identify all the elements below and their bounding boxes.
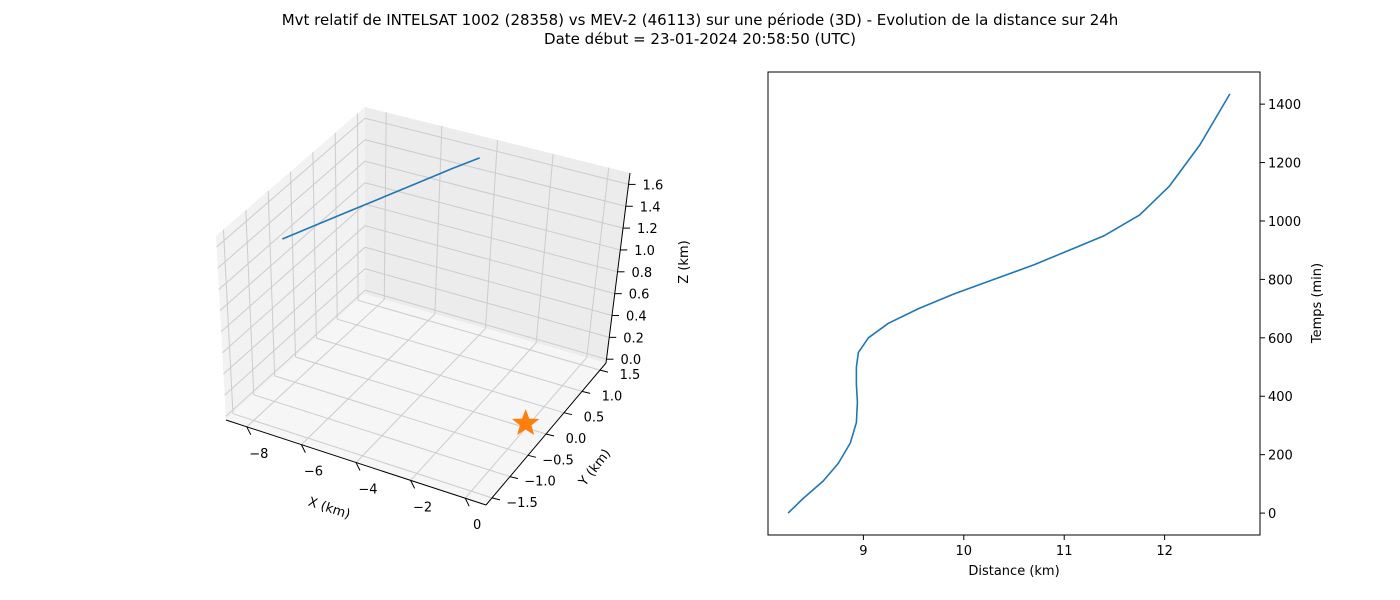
z-tick-label: 0.8 [632, 266, 653, 281]
y-tick-label: 1.0 [602, 389, 623, 404]
x-tick [464, 497, 470, 507]
z-tick-label: 1.4 [640, 200, 661, 215]
chart-subtitle: Date début = 23-01-2024 20:58:50 (UTC) [544, 30, 856, 48]
z-axis-line [605, 172, 631, 364]
grid-z-back [364, 289, 607, 360]
grid-y-left [267, 190, 276, 376]
x-tick [355, 462, 361, 471]
y-tick-label: 1200 [1268, 157, 1301, 172]
grid-z-left [219, 182, 366, 311]
grid-z-left [217, 139, 366, 269]
grid-y-floor [274, 375, 529, 456]
z-tick-label: 0.4 [626, 310, 647, 325]
grid-z-left [218, 160, 366, 290]
grid-y-floor [357, 299, 601, 371]
grid-z-back [364, 139, 626, 207]
grid-z-left [222, 225, 366, 354]
y-tick-label: 1000 [1268, 215, 1301, 230]
pane-left [216, 107, 365, 420]
y-tick [599, 369, 609, 373]
x-tick [246, 426, 252, 436]
z-tick-label: 1.0 [634, 244, 655, 259]
grid-y-left [222, 229, 234, 414]
y-tick-label: 1.5 [620, 368, 641, 383]
z-tick-label: 0.6 [629, 288, 650, 303]
y-tick-label: −0.5 [542, 453, 574, 468]
y-tick-label: 800 [1268, 273, 1293, 288]
grid-z-back [364, 160, 624, 229]
x-tick-label: 11 [1056, 544, 1073, 559]
y-tick-label: 400 [1268, 390, 1293, 405]
y-tick-label: 200 [1268, 449, 1293, 464]
star-marker [511, 408, 540, 436]
y-tick-label: −1.0 [524, 475, 556, 490]
x-tick-label: 9 [859, 544, 867, 559]
y-tick [581, 390, 591, 394]
x-tick [410, 480, 416, 489]
grid-z-left [216, 117, 366, 248]
x-tick-label: 12 [1156, 544, 1173, 559]
grid-y-left [290, 171, 296, 358]
x-tick-label: −6 [304, 465, 323, 480]
y-axis-label: Temps (min) [1310, 263, 1325, 344]
y-tick-label: 0.5 [584, 411, 605, 426]
y-tick [545, 433, 555, 437]
z-tick-label: 1.2 [637, 222, 658, 237]
x-tick-label: −4 [358, 483, 377, 498]
grid-z-back [364, 225, 615, 295]
grid-y-floor [232, 413, 493, 499]
x-tick-label: 10 [956, 544, 973, 559]
z-tick-label: 0.2 [623, 331, 644, 346]
y-tick-label: 600 [1268, 332, 1293, 347]
grid-z-left [225, 289, 366, 417]
y-tick-label: 1400 [1268, 98, 1301, 113]
x-tick-label: 0 [473, 518, 481, 533]
grid-z-back [364, 117, 629, 185]
grid-y-floor [295, 356, 547, 435]
grid-x-back [383, 112, 387, 300]
grid-x-back [586, 167, 610, 358]
y-tick [491, 497, 501, 501]
pane-floor [226, 294, 606, 505]
plot-frame [767, 71, 1261, 536]
grid-z-left [220, 203, 366, 333]
y-tick-label: 0.0 [566, 432, 587, 447]
y-tick-label: −1.5 [506, 496, 538, 511]
grid-x-back [485, 139, 498, 329]
chart-title: Mvt relatif de INTELSAT 1002 (28358) vs … [282, 11, 1119, 29]
grid-z-back [364, 203, 618, 273]
series-line-3d [282, 157, 480, 240]
y-tick [563, 412, 573, 416]
grid-y-left [312, 152, 317, 339]
x-tick-label: −2 [413, 500, 432, 515]
grid-y-floor [316, 337, 565, 414]
z-tick-label: 1.6 [643, 178, 664, 193]
x-axis-label: Distance (km) [968, 564, 1059, 579]
grid-z-left [224, 268, 366, 396]
grid-y-left [334, 132, 338, 320]
grid-z-back [364, 182, 621, 251]
y-tick [527, 454, 537, 458]
z-axis-label-3d: Z (km) [677, 240, 692, 283]
grid-x-back [434, 126, 443, 315]
series-line-distance [787, 93, 1231, 514]
x-tick [300, 444, 306, 453]
x-tick-label: −8 [249, 447, 268, 462]
z-tick-label: 0.0 [620, 353, 641, 368]
grid-y-floor [253, 394, 511, 478]
pane-back [365, 107, 630, 363]
grid-z-left [223, 246, 366, 375]
grid-y-floor [337, 318, 583, 392]
grid-y-left [245, 210, 255, 395]
grid-x-back [535, 153, 554, 344]
y-tick [509, 476, 519, 480]
grid-z-back [364, 268, 610, 338]
y-tick-label: 0 [1268, 507, 1276, 522]
grid-z-back [364, 246, 613, 316]
